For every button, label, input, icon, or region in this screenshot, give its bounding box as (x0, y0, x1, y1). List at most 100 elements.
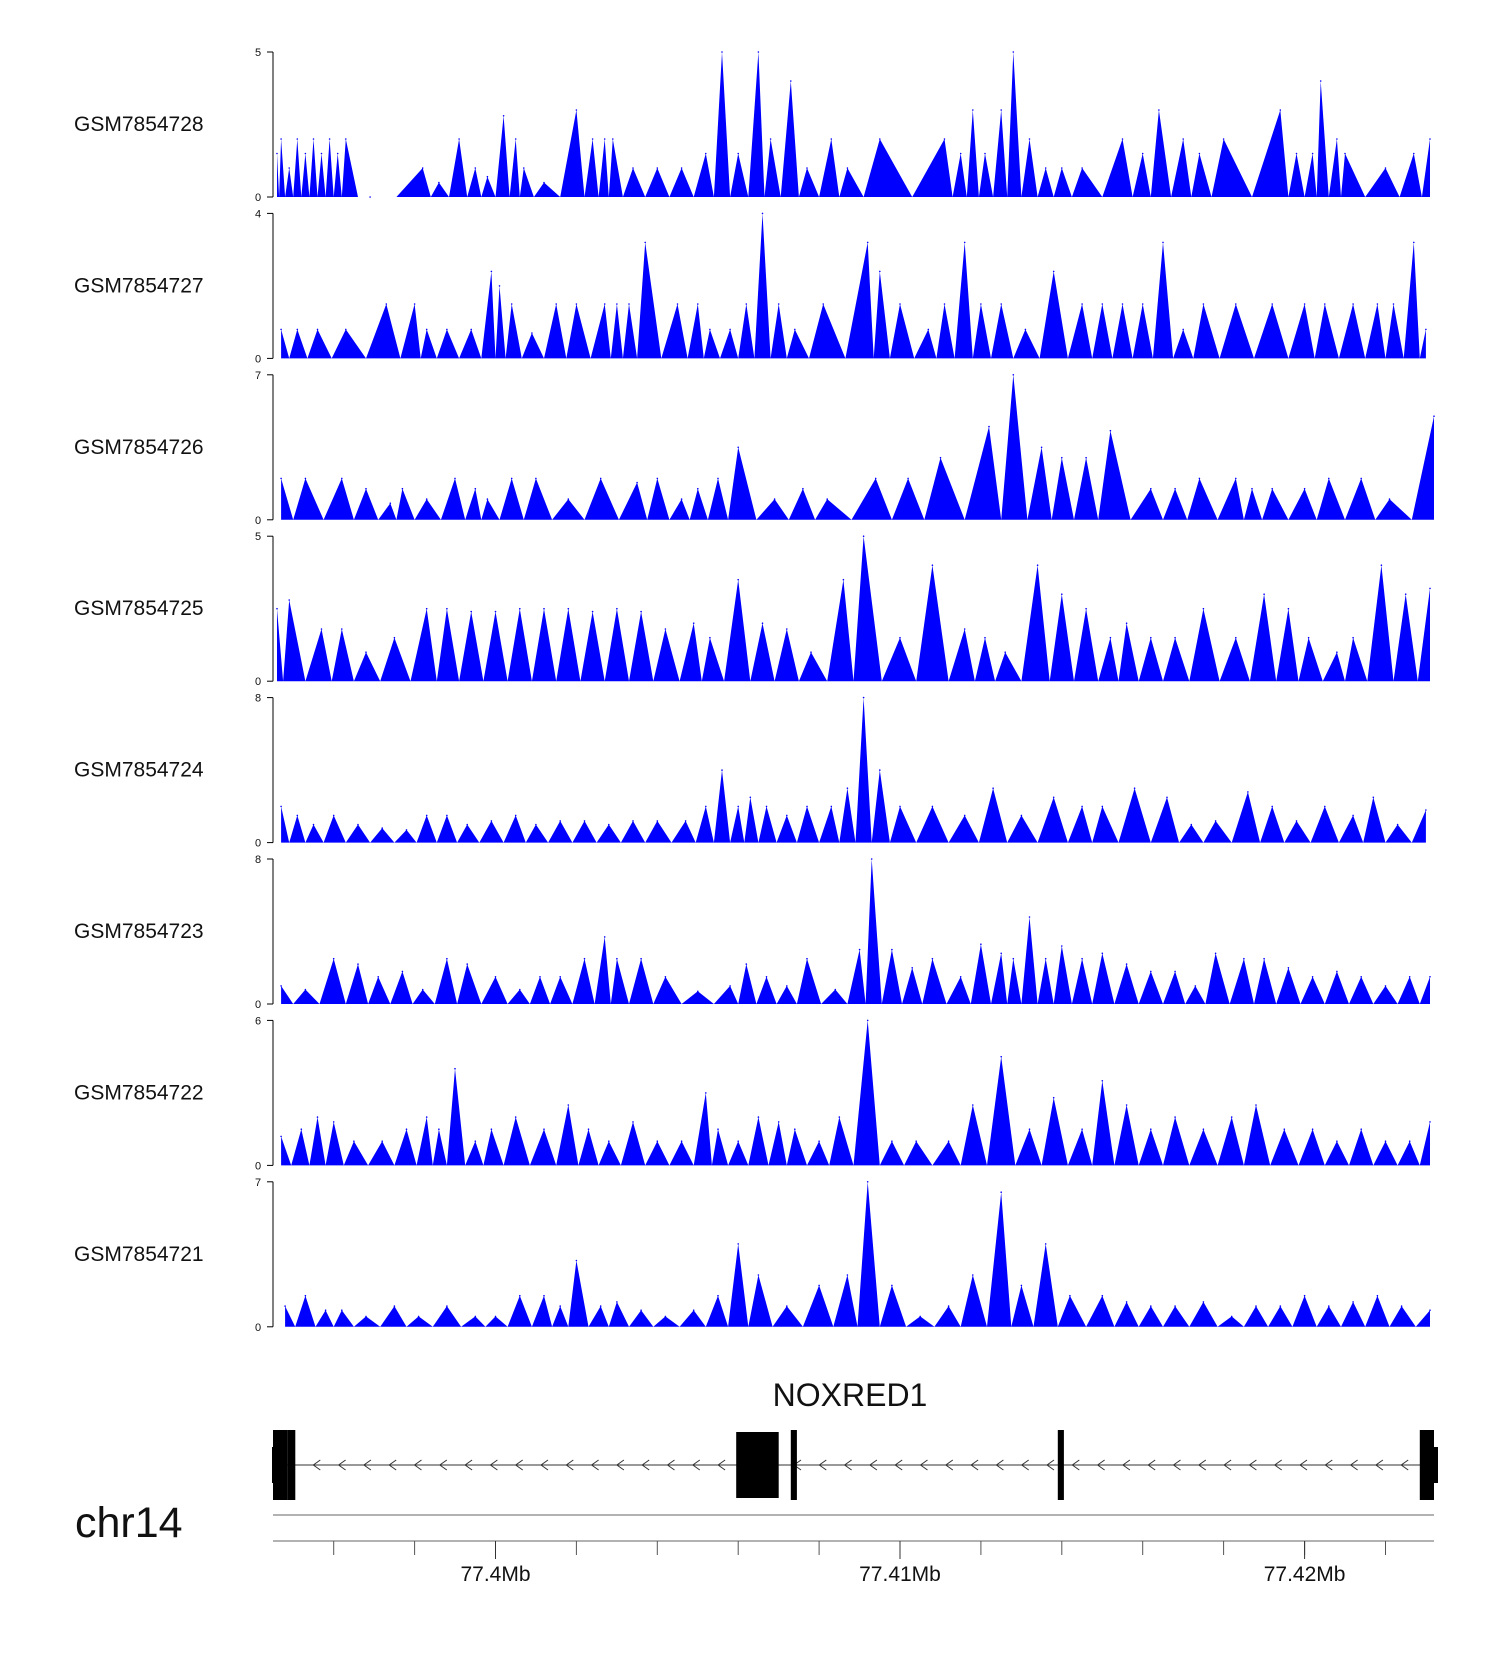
y-min-label: 0 (255, 999, 261, 1011)
signal-peak (1202, 1128, 1205, 1130)
signal-peak (1283, 1128, 1286, 1130)
signal-peak (365, 487, 367, 490)
signal-peak (1182, 328, 1184, 331)
signal-peak (899, 805, 901, 808)
signal-peak (1190, 823, 1193, 826)
signal-peak (640, 957, 642, 960)
signal-peak (899, 636, 901, 639)
signal-peak (413, 303, 416, 305)
track-GSM7854722: GSM7854722 6 0 (74, 1015, 1431, 1172)
signal-area (281, 213, 1426, 359)
strand-arrow (1020, 1459, 1029, 1471)
signal-peak (280, 328, 282, 331)
signal-area (281, 697, 1426, 843)
signal-peak (656, 1140, 659, 1142)
signal-peak (1271, 487, 1273, 490)
signal-peak (745, 303, 748, 305)
x-tick-label: 77.4Mb (460, 1563, 530, 1586)
signal-peak (1279, 1305, 1282, 1307)
signal-peak (1085, 607, 1087, 610)
signal-peak (684, 820, 687, 822)
signal-peak (316, 1116, 319, 1118)
signal-peak (296, 138, 299, 140)
strand-arrow (641, 1459, 650, 1471)
signal-peak (1081, 303, 1083, 305)
strand-arrow (995, 1459, 1004, 1471)
signal-peak (879, 270, 881, 273)
track-label: GSM7854727 (74, 274, 204, 297)
strand-arrow (438, 1459, 448, 1471)
utr-block (272, 1447, 280, 1483)
strand-arrow (413, 1459, 422, 1471)
signal-peak (519, 607, 521, 610)
strand-arrow (717, 1459, 726, 1471)
signal-peak (773, 498, 776, 500)
signal-peak (385, 303, 388, 305)
signal-peak (745, 963, 748, 965)
gene-name-label: NOXRED1 (773, 1377, 928, 1413)
signal-peak (1012, 51, 1015, 53)
signal-peak (341, 1309, 343, 1311)
signal-peak (943, 138, 946, 140)
signal-peak (818, 1140, 820, 1142)
signal-peak (1174, 970, 1176, 973)
signal-peak (927, 328, 930, 331)
signal-peak (1028, 1128, 1031, 1130)
signal-peak (543, 181, 545, 184)
signal-peak (1376, 1294, 1379, 1297)
signal-peak (616, 303, 618, 305)
signal-peak (1109, 429, 1112, 432)
signal-peak (664, 976, 667, 978)
signal-peak (846, 1274, 849, 1276)
y-max-label: 5 (255, 47, 261, 59)
signal-peak (1429, 1121, 1431, 1123)
strand-arrow (869, 1459, 878, 1471)
signal-peak (729, 985, 731, 987)
signal-peak (1061, 456, 1063, 459)
signal-peak (490, 820, 493, 822)
signal-peak (296, 328, 299, 331)
signal-peak (963, 628, 966, 630)
signal-peak (401, 487, 404, 490)
signal-peak (458, 138, 460, 140)
signal-peak (749, 796, 752, 799)
strand-arrow (944, 1459, 954, 1471)
signal-peak (494, 976, 497, 978)
signal-peak (786, 628, 788, 630)
signal-peak (1125, 963, 1128, 965)
signal-peak (846, 787, 849, 789)
signal-peak (632, 1121, 634, 1123)
signal-peak (494, 1315, 497, 1318)
signal-peak (543, 1128, 545, 1130)
signal-peak (535, 477, 537, 480)
signal-peak (608, 1140, 610, 1142)
y-max-label: 4 (255, 208, 261, 220)
y-max-label: 5 (255, 531, 261, 543)
signal-peak (1243, 957, 1245, 960)
signal-peak (1101, 952, 1104, 955)
signal-peak (729, 328, 731, 331)
signal-peak (1000, 952, 1002, 955)
track-label: GSM7854726 (74, 436, 204, 459)
signal-peak (300, 1128, 303, 1130)
signal-peak (1214, 952, 1217, 955)
signal-peak (470, 328, 473, 331)
signal-peak (616, 607, 618, 610)
signal-peak (1125, 622, 1128, 624)
signal-peak (1384, 167, 1387, 169)
signal-peak (709, 636, 711, 639)
signal-peak (417, 1315, 420, 1318)
x-tick-label: 77.41Mb (859, 1563, 941, 1586)
signal-peak (984, 152, 986, 155)
track-label: GSM7854721 (74, 1243, 204, 1266)
signal-peak (980, 303, 982, 305)
signal-peak (438, 181, 440, 184)
signal-area (277, 52, 1430, 197)
strand-arrow (691, 1459, 701, 1471)
y-max-label: 7 (255, 370, 261, 382)
genomic-axis: chr14 77.4Mb 77.41Mb 77.42Mb (75, 1499, 1434, 1586)
signal-peak (1000, 303, 1002, 305)
signal-peak (1150, 636, 1152, 639)
strand-arrow (818, 1459, 827, 1471)
